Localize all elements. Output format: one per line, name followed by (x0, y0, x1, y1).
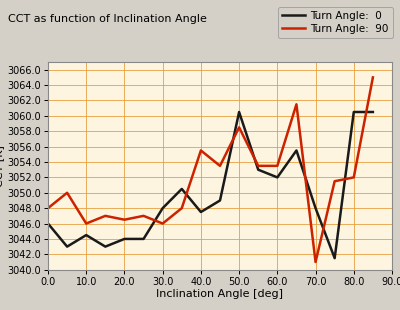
Legend: Turn Angle:  0, Turn Angle:  90: Turn Angle: 0, Turn Angle: 90 (278, 7, 393, 38)
Y-axis label: CCT [K]: CCT [K] (0, 145, 4, 187)
Text: CCT as function of Inclination Angle: CCT as function of Inclination Angle (8, 14, 207, 24)
X-axis label: Inclination Angle [deg]: Inclination Angle [deg] (156, 290, 284, 299)
